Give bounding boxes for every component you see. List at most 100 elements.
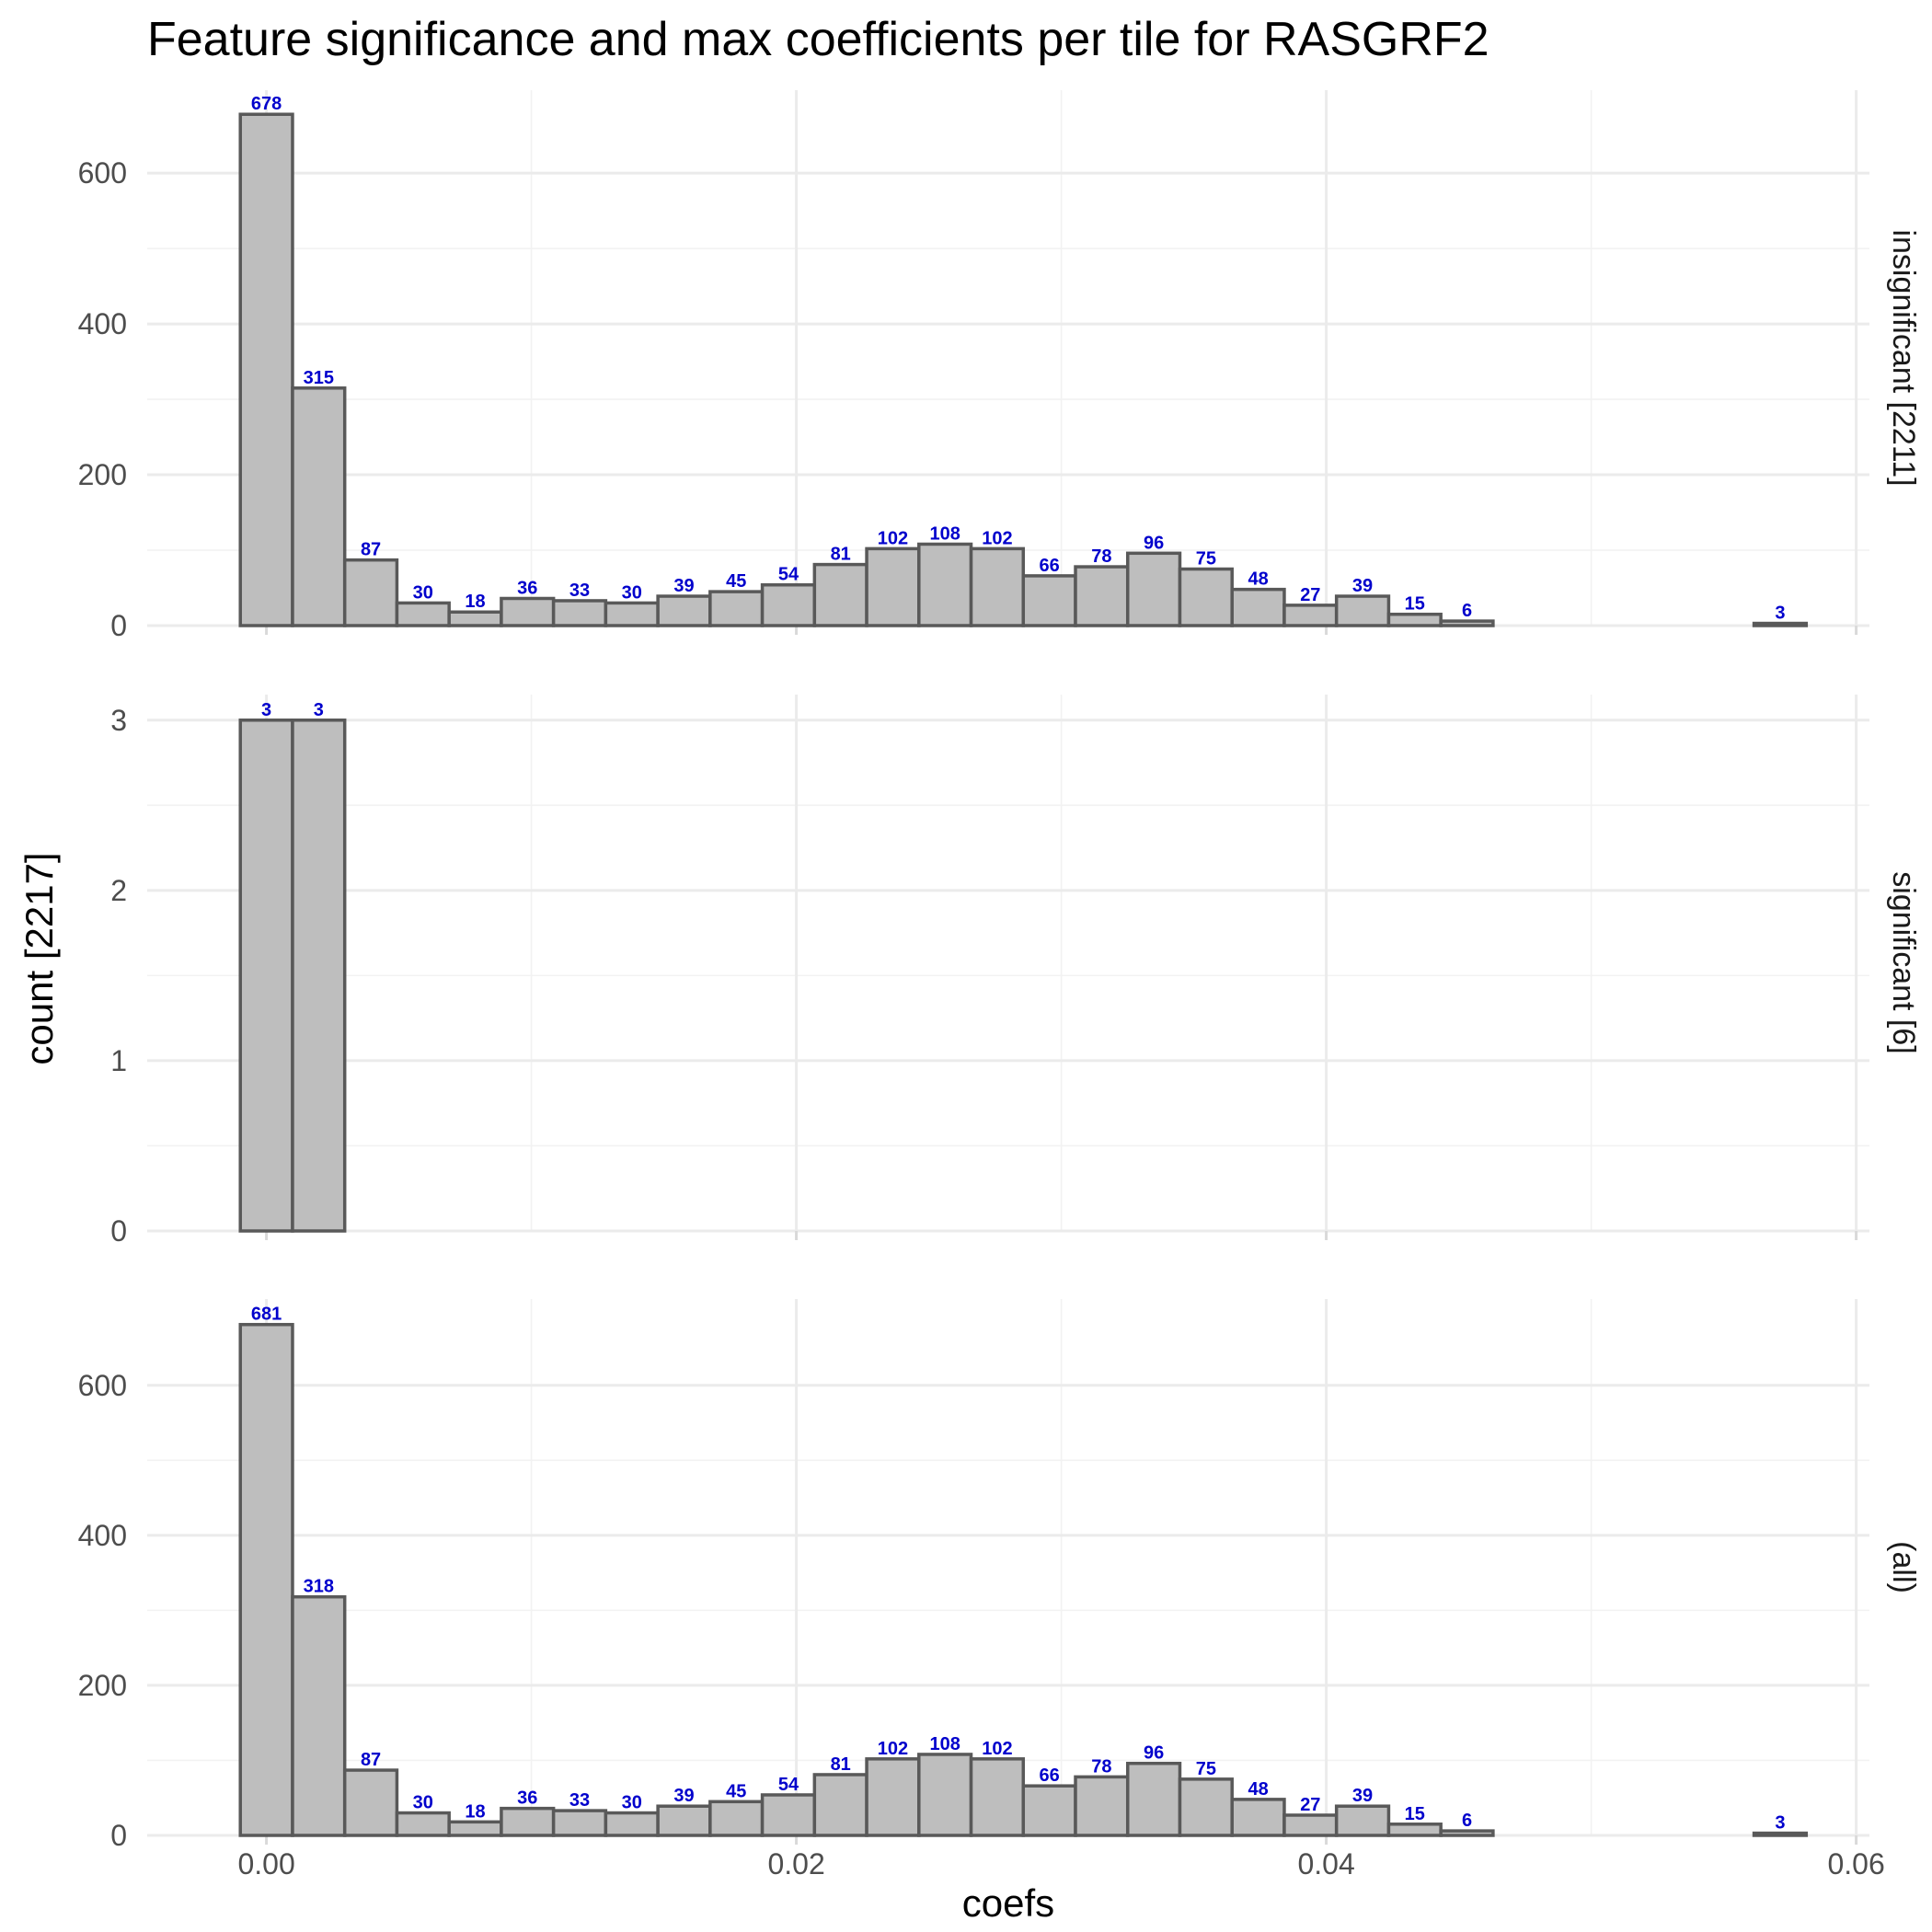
bar-count-label: 3: [261, 700, 271, 720]
histogram-bar: [604, 601, 660, 627]
histogram-bar: [656, 594, 712, 627]
bar-count-label: 78: [1091, 1756, 1111, 1777]
bar-count-label: 30: [622, 1793, 642, 1813]
histogram-bar: [395, 601, 451, 627]
histogram-bar: [1074, 565, 1130, 627]
histogram-bar: [342, 558, 399, 627]
bar-count-label: 66: [1040, 556, 1060, 576]
bar-count-label: 15: [1405, 1804, 1425, 1824]
histogram-bar: [291, 1594, 347, 1837]
histogram-bar: [1386, 1823, 1443, 1837]
histogram-bar: [500, 596, 556, 627]
histogram-bar: [812, 1773, 868, 1837]
histogram-bar: [917, 542, 973, 627]
y-axis-title: count [2217]: [17, 852, 61, 1064]
bar-count-label: 30: [413, 1793, 433, 1813]
histogram-bar: [1021, 574, 1077, 627]
bar-count-label: 102: [982, 1739, 1012, 1759]
histogram-bar: [1282, 1813, 1339, 1837]
x-tick-label: 0.04: [1297, 1847, 1354, 1880]
histogram-bar: [447, 610, 503, 627]
bar-count-label: 108: [929, 1734, 960, 1754]
bar-count-label: 102: [878, 1739, 908, 1759]
histogram-bar: [1125, 1761, 1182, 1837]
bar-count-label: 39: [673, 576, 694, 596]
histogram-bar: [865, 1757, 921, 1837]
histogram-bar: [760, 1793, 817, 1837]
x-tick-label: 0.06: [1827, 1847, 1884, 1880]
histogram-bar: [708, 590, 765, 627]
histogram-bar: [1334, 1804, 1391, 1837]
histogram-bar: [238, 112, 294, 627]
histogram-bar: [447, 1820, 503, 1837]
bar-count-label: 36: [517, 1788, 537, 1809]
bar-count-label: 75: [1196, 549, 1216, 569]
histogram-bar: [1074, 1775, 1130, 1837]
histogram-bar: [500, 1806, 556, 1837]
histogram-bar: [1178, 567, 1234, 627]
y-tick-label: 1: [110, 1044, 127, 1077]
bar-count-label: 18: [465, 1801, 485, 1822]
y-tick-label: 400: [78, 1519, 127, 1552]
facet-strip-label: insignificant [2211]: [1886, 229, 1921, 486]
y-tick-label: 2: [110, 874, 127, 907]
bar-count-label: 39: [1352, 1786, 1373, 1806]
histogram-bar: [1334, 594, 1391, 627]
bar-count-label: 27: [1300, 585, 1320, 605]
bar-count-label: 102: [982, 528, 1012, 548]
bar-count-label: 27: [1300, 1795, 1320, 1815]
histogram-bar: [238, 1322, 294, 1837]
histogram-bar: [865, 546, 921, 627]
bar-count-label: 39: [673, 1786, 694, 1806]
histogram-bar: [1021, 1784, 1077, 1837]
bar-count-label: 33: [569, 1790, 590, 1811]
bar-count-label: 36: [517, 578, 537, 598]
x-tick-label: 0.02: [767, 1847, 824, 1880]
histogram-bar: [760, 582, 817, 627]
y-tick-label: 600: [78, 156, 127, 190]
bar-count-label: 18: [465, 592, 485, 612]
histogram-bar: [551, 1809, 608, 1837]
histogram-bar: [812, 562, 868, 627]
histogram-bar: [917, 1753, 973, 1837]
histogram-bar: [1125, 551, 1182, 627]
chart-title: Feature significance and max coefficient…: [147, 13, 1489, 66]
panel-2: 0 1 2 3 3 3 significant [6]: [110, 695, 1921, 1248]
facet-strip-label: significant [6]: [1886, 871, 1921, 1053]
histogram-bar: [551, 599, 608, 627]
bar-count-label: 3: [1775, 604, 1785, 624]
bar-count-label: 87: [361, 1750, 381, 1770]
y-tick-label: 400: [78, 307, 127, 340]
bar-count-label: 81: [831, 545, 851, 565]
y-tick-label: 600: [78, 1369, 127, 1402]
bar-count-label: 315: [304, 368, 334, 388]
histogram-bar: [1178, 1777, 1234, 1837]
y-tick-label: 200: [78, 1669, 127, 1702]
histogram-bar: [1752, 1831, 1809, 1837]
bar-count-label: 75: [1196, 1759, 1216, 1779]
histogram-bar: [1386, 612, 1443, 627]
bar-count-label: 81: [831, 1754, 851, 1775]
bar-count-label: 6: [1462, 1811, 1472, 1831]
bar-count-label: 66: [1040, 1765, 1060, 1786]
bar-count-label: 39: [1352, 576, 1373, 596]
bar-count-label: 87: [361, 540, 381, 560]
histogram-bar: [1230, 1798, 1286, 1837]
bar-count-label: 96: [1144, 1743, 1164, 1764]
bar-count-label: 48: [1248, 569, 1268, 590]
facet-strip-label: (all): [1886, 1541, 1921, 1593]
histogram-bar: [291, 386, 347, 627]
bar-count-label: 681: [251, 1305, 282, 1325]
bar-count-label: 54: [778, 1775, 799, 1795]
histogram-bar: [291, 719, 347, 1233]
histogram-bar: [1230, 587, 1286, 627]
histogram-bar: [1439, 1829, 1495, 1837]
y-tick-label: 3: [110, 704, 127, 737]
bar-count-label: 33: [569, 581, 590, 601]
bar-count-label: 78: [1091, 546, 1111, 567]
y-tick-label: 200: [78, 458, 127, 491]
bar-count-label: 6: [1462, 601, 1472, 621]
